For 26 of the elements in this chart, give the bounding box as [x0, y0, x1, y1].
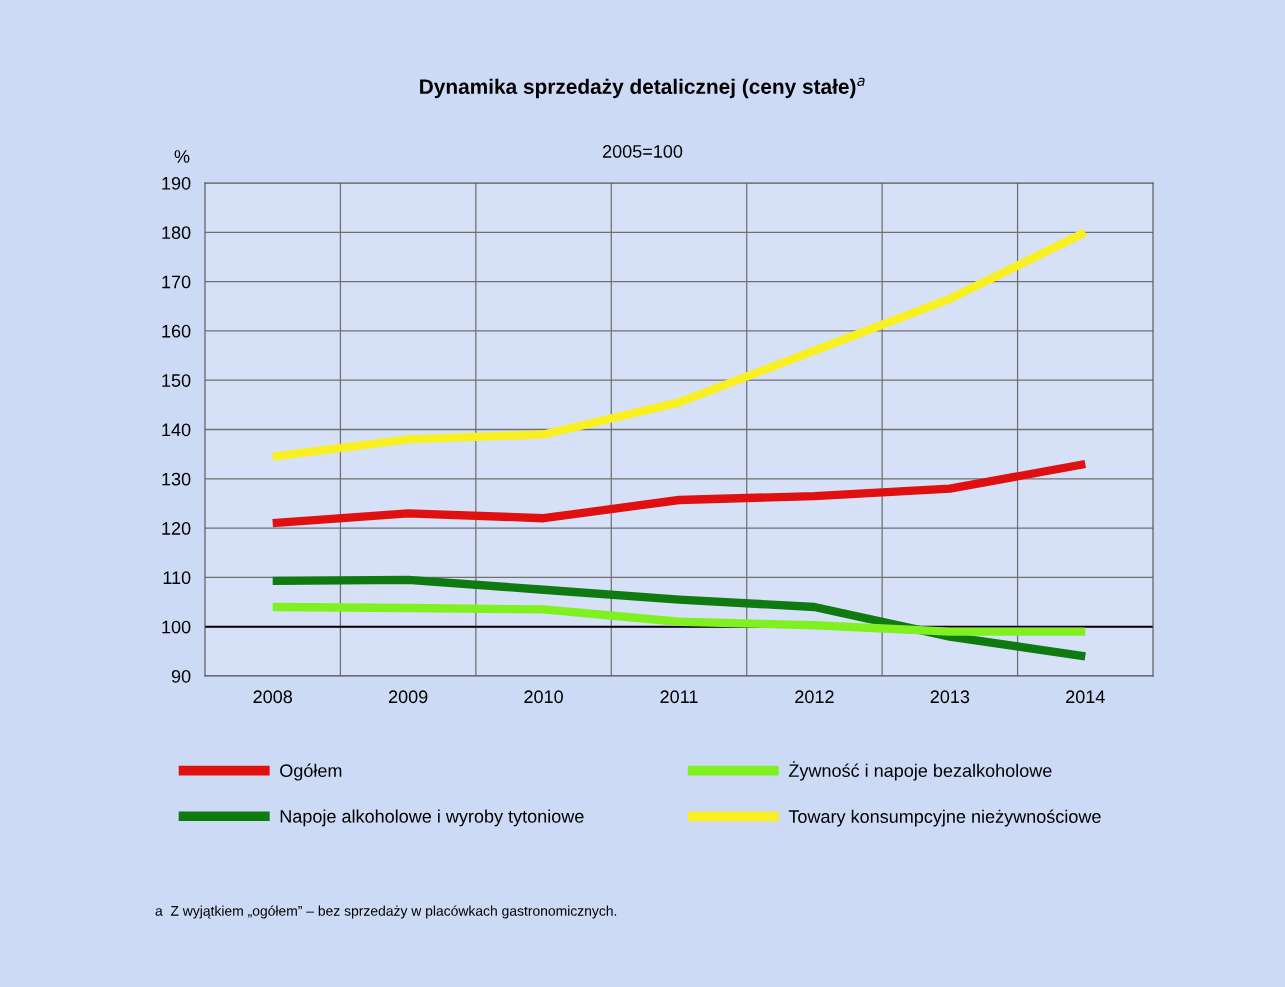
y-tick-label: 140 — [162, 423, 191, 437]
x-tick-label: 2013 — [930, 690, 970, 704]
legend-label: Żywność i napoje bezalkoholowe — [788, 761, 1052, 781]
x-tick-label: 2011 — [660, 690, 698, 704]
y-tick-label: 180 — [162, 226, 191, 240]
y-tick-label: 90 — [171, 669, 191, 683]
y-tick-label: 130 — [162, 472, 191, 486]
x-tick-label: 2012 — [795, 690, 834, 704]
y-tick-label: 150 — [162, 374, 191, 387]
x-tick-label: 2009 — [388, 690, 428, 704]
y-tick-label: 190 — [162, 176, 191, 190]
legend-label: Ogółem — [280, 763, 342, 781]
y-tick-label: 120 — [162, 522, 191, 535]
legend-label: Towary konsumpcyjne nieżywnościowe — [788, 809, 1101, 827]
y-tick-label: 170 — [162, 275, 191, 289]
x-tick-label: 2008 — [253, 690, 293, 704]
legend-label: Napoje alkoholowe i wyroby tytoniowe — [280, 809, 584, 827]
chart-subtitle: 2005=100 — [602, 145, 683, 158]
y-tick-label: 160 — [162, 324, 191, 338]
chart-title: Dynamika sprzedaży detalicznej (ceny stałe)$^{a}$ — [420, 77, 865, 99]
y-axis-title: % — [174, 150, 190, 163]
y-tick-label: 100 — [162, 620, 191, 634]
text: a Z wyjątkiem „ogółem” – bez sprzedaży w placówkach gastronomicznych. — [155, 905, 617, 919]
x-tick-label: 2014 — [1066, 690, 1105, 704]
x-tick-label: 2010 — [524, 690, 563, 704]
y-tick-label: 110 — [163, 571, 191, 585]
